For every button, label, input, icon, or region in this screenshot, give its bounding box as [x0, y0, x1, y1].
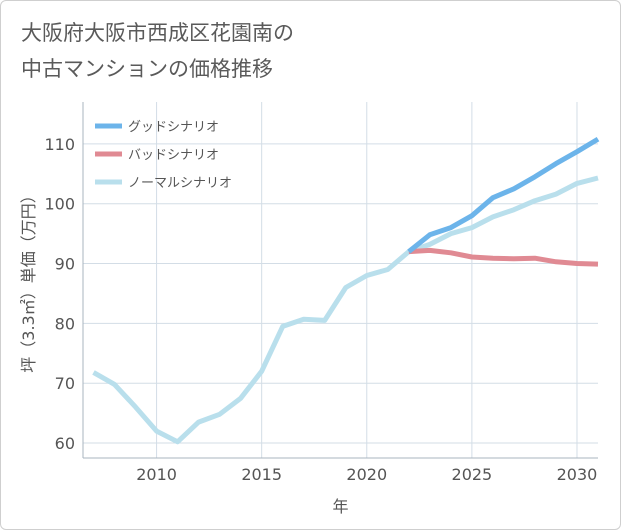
legend-label: バッドシナリオ [128, 148, 219, 163]
chart-title-line-1: 大阪府大阪市西成区花園南の [21, 21, 294, 45]
y-tick-label: 110 [44, 135, 75, 154]
axes: 2010 2015 2020 2025 2030 60 70 80 90 100 110 [44, 102, 598, 484]
chart-title-line-2: 中古マンションの価格推移 [21, 57, 273, 81]
y-tick-label: 80 [55, 314, 75, 333]
legend-label: グッドシナリオ [128, 120, 219, 135]
y-tick-label: 70 [55, 374, 75, 393]
y-tick-label: 60 [55, 434, 75, 453]
y-axis-title: 坪（3.3㎡）単価（万円） [19, 187, 38, 372]
series-line-good [407, 136, 600, 254]
series-lines [92, 136, 600, 445]
y-tick-label: 100 [44, 195, 75, 214]
grid [83, 102, 598, 458]
x-axis-title: 年 [332, 497, 348, 516]
legend-label: ノーマルシナリオ [128, 176, 232, 191]
chart-title: 大阪府大阪市西成区花園南の 中古マンションの価格推移 [21, 15, 581, 87]
x-tick-label: 2015 [241, 465, 282, 484]
y-tick-label: 90 [55, 255, 75, 274]
x-tick-label: 2025 [452, 465, 493, 484]
x-tick-label: 2010 [136, 465, 177, 484]
x-tick-label: 2030 [557, 465, 598, 484]
x-tick-label: 2020 [346, 465, 387, 484]
series-line-normal [92, 175, 599, 445]
series-line-bad [408, 247, 599, 267]
